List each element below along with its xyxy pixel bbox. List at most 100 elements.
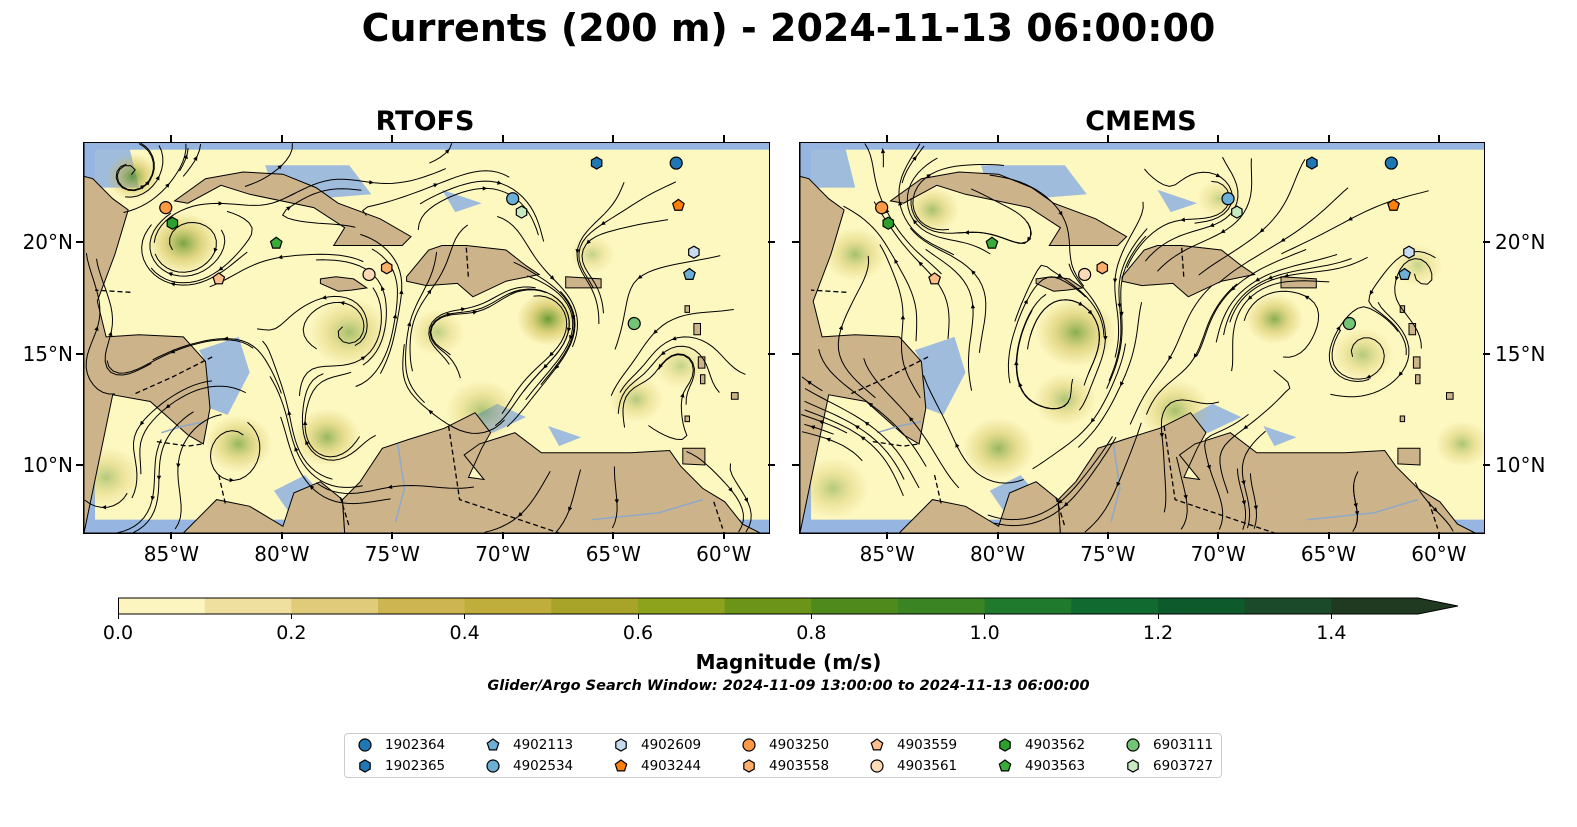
streamline-arrow bbox=[305, 440, 310, 446]
streamline bbox=[1331, 329, 1385, 380]
shallow-shelf-area bbox=[1263, 426, 1297, 447]
streamline bbox=[1108, 228, 1148, 382]
streamline-arrow bbox=[229, 477, 235, 483]
country-border bbox=[132, 356, 213, 396]
streamline bbox=[150, 210, 253, 284]
streamline-arrow bbox=[1116, 481, 1121, 487]
land-area bbox=[1415, 374, 1421, 385]
shallow-shelf-area bbox=[548, 426, 582, 447]
streamline bbox=[84, 492, 128, 508]
streamline-arrow bbox=[913, 219, 918, 225]
float-marker-4903250 bbox=[875, 201, 889, 215]
streamline-arrow bbox=[1347, 216, 1353, 221]
lon-tick-top bbox=[1106, 135, 1109, 142]
streamline-arrow bbox=[1063, 501, 1069, 507]
lon-tick-top bbox=[501, 135, 504, 142]
legend-marker-4903562 bbox=[999, 738, 1011, 752]
map-panel-rtofs[interactable] bbox=[83, 142, 770, 534]
lon-tick-label: 80°W bbox=[254, 542, 310, 566]
legend-label: 4902113 bbox=[513, 737, 574, 753]
float-marker-4903561 bbox=[1078, 267, 1092, 282]
streamline bbox=[182, 143, 202, 177]
streamline-arrow bbox=[825, 437, 831, 442]
streamline-arrow bbox=[614, 499, 619, 504]
colorbar-tick bbox=[464, 614, 466, 619]
float-marker-1902365 bbox=[590, 156, 603, 170]
lon-tick-top bbox=[170, 135, 173, 142]
legend-label: 4903561 bbox=[897, 758, 958, 774]
current-core bbox=[905, 187, 959, 233]
legend-marker-4903559 bbox=[870, 738, 884, 751]
streamline bbox=[989, 174, 1085, 287]
lon-tick-bottom bbox=[170, 532, 173, 539]
streamline-arrow bbox=[407, 321, 412, 327]
colorbar-tick-label: 0.8 bbox=[796, 622, 827, 644]
streamline bbox=[987, 436, 1113, 521]
colorbar-tick bbox=[637, 614, 639, 619]
legend-marker-icon bbox=[743, 759, 755, 773]
streamline-arrow bbox=[1432, 507, 1438, 512]
legend-marker-4903561 bbox=[870, 759, 884, 773]
streamline-arrow bbox=[193, 155, 198, 161]
country-border bbox=[1428, 501, 1439, 529]
streamline bbox=[578, 181, 677, 288]
lon-tick-top bbox=[886, 135, 889, 142]
colorbar-extend-arrow bbox=[1418, 598, 1458, 614]
legend-marker-4902534 bbox=[486, 759, 500, 773]
streamline bbox=[801, 376, 823, 392]
colorbar-bin bbox=[551, 598, 639, 614]
lon-tick-label: 85°W bbox=[143, 542, 199, 566]
streamline-arrow bbox=[1183, 494, 1188, 500]
streamline bbox=[648, 354, 694, 441]
streamline-arrow bbox=[1168, 355, 1173, 361]
legend-marker-4903563 bbox=[998, 759, 1012, 772]
map-panel-cmems[interactable] bbox=[799, 142, 1485, 534]
colorbar-bin bbox=[638, 598, 726, 614]
colorbar-tick-label: 0.0 bbox=[102, 622, 134, 644]
river bbox=[592, 498, 703, 521]
float-marker-4903561 bbox=[362, 267, 376, 282]
legend-label: 1902365 bbox=[385, 758, 446, 774]
lon-tick-label: 65°W bbox=[585, 542, 641, 566]
lon-tick-label: 85°W bbox=[859, 542, 915, 566]
streamline-arrow bbox=[575, 249, 580, 254]
streamline-arrow bbox=[1253, 505, 1258, 511]
streamline bbox=[925, 248, 974, 391]
streamline bbox=[302, 301, 365, 350]
legend-marker-6903111 bbox=[1126, 738, 1140, 752]
streamline-arrow bbox=[971, 270, 976, 275]
streamline-arrow bbox=[170, 349, 176, 354]
legend-item-4903250: 4903250 bbox=[741, 735, 829, 755]
float-marker-4902609 bbox=[688, 245, 700, 259]
streamline-arrow bbox=[446, 312, 452, 317]
streamline bbox=[316, 482, 474, 495]
streamline-arrow bbox=[309, 485, 315, 490]
streamline-arrow bbox=[660, 350, 666, 356]
legend-item-1902365: 1902365 bbox=[357, 756, 445, 776]
lon-tick-label: 70°W bbox=[475, 542, 531, 566]
country-border bbox=[933, 474, 942, 505]
streamline bbox=[1204, 413, 1249, 530]
land-area bbox=[1397, 447, 1421, 466]
streamline bbox=[152, 338, 282, 394]
country-border bbox=[156, 440, 204, 447]
country-border bbox=[94, 289, 131, 293]
streamline-arrow bbox=[818, 420, 824, 425]
streamline-arrow bbox=[909, 416, 914, 422]
streamline-arrow bbox=[213, 247, 218, 253]
colorbar-bin bbox=[898, 598, 986, 614]
streamline-arrow bbox=[860, 436, 866, 441]
streamline-arrow bbox=[433, 183, 439, 188]
legend-label: 4903558 bbox=[769, 758, 830, 774]
float-marker-4903558 bbox=[1096, 261, 1109, 275]
shallow-shelf-area bbox=[1157, 189, 1198, 213]
streamline bbox=[429, 289, 521, 379]
streamline bbox=[85, 253, 116, 395]
legend-marker-icon bbox=[359, 759, 371, 773]
streamline bbox=[360, 233, 403, 374]
streamline-arrow bbox=[1014, 360, 1019, 366]
legend-item-4902534: 4902534 bbox=[485, 756, 573, 776]
lat-tick-right bbox=[768, 241, 775, 244]
streamline bbox=[116, 143, 154, 191]
streamline bbox=[174, 414, 222, 530]
